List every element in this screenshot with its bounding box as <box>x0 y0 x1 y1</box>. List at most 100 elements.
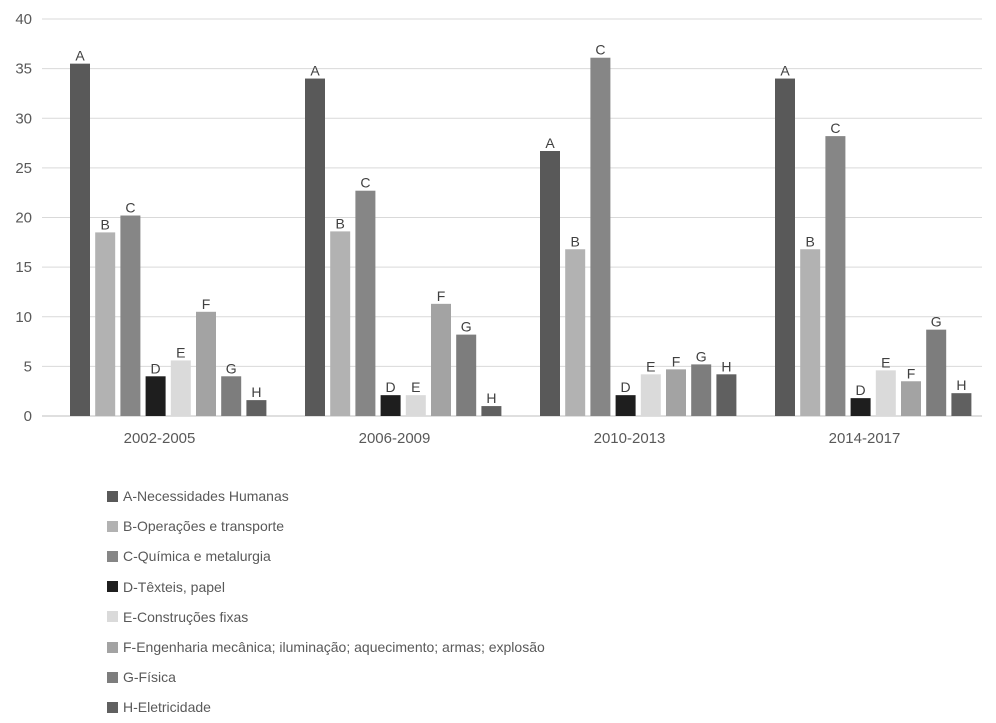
legend-item: E-Construções fixas <box>107 602 545 632</box>
bar-b <box>565 249 586 416</box>
y-tick-label: 5 <box>24 358 32 375</box>
legend-label: A-Necessidades Humanas <box>123 488 289 505</box>
bar-h <box>481 406 502 416</box>
legend-label: B-Operações e transporte <box>123 518 285 535</box>
legend-swatch <box>107 641 118 653</box>
legend-label: C-Química e metalurgia <box>123 548 271 565</box>
legend-item: C-Química e metalurgia <box>107 541 545 571</box>
legend-item: G-Física <box>107 662 545 692</box>
bar-g <box>926 329 947 416</box>
bar-e <box>405 395 426 416</box>
bar-a <box>540 151 560 416</box>
y-tick-label: 35 <box>15 61 32 78</box>
bar-label: G <box>931 314 942 330</box>
bar-label: H <box>251 384 261 400</box>
bars <box>70 57 972 417</box>
bar-label: D <box>856 382 866 398</box>
bar-c <box>355 190 376 416</box>
bar-label: H <box>486 390 496 406</box>
bar-label: G <box>226 360 237 376</box>
bar-label: F <box>672 353 681 369</box>
bar-label: D <box>151 360 161 376</box>
bar-label: C <box>830 120 840 136</box>
y-tick-label: 20 <box>15 210 32 227</box>
legend-item: A-Necessidades Humanas <box>107 481 545 511</box>
bar-f <box>666 369 686 416</box>
legend-item: D-Têxteis, papel <box>107 572 545 602</box>
legend-label: H-Eletricidade <box>123 699 211 716</box>
x-category-label: 2014-2017 <box>829 430 901 447</box>
bar-d <box>145 376 166 416</box>
x-category-label: 2006-2009 <box>359 430 431 447</box>
legend-swatch <box>107 490 118 502</box>
x-category-label: 2002-2005 <box>124 430 196 447</box>
y-tick-label: 25 <box>15 160 32 177</box>
bar-c <box>120 215 141 416</box>
bar-g <box>691 364 712 416</box>
bar-label: G <box>696 348 707 364</box>
x-axis-labels: 2002-2005 2006-2009 2010-2013 2014-2017 <box>124 430 901 447</box>
y-tick-label: 15 <box>15 259 32 276</box>
bar-a <box>305 78 325 417</box>
bar-label: A <box>545 135 555 151</box>
legend-swatch <box>107 611 118 623</box>
legend-swatch <box>107 550 118 562</box>
bar-f <box>431 303 451 416</box>
bar-h <box>246 400 267 416</box>
bar-label: E <box>411 379 420 395</box>
bar-f <box>196 311 216 416</box>
bar-label: B <box>806 233 815 249</box>
bar-label: C <box>360 175 370 191</box>
legend-swatch <box>107 581 118 593</box>
bar-e <box>170 360 191 416</box>
bar-label: D <box>621 379 631 395</box>
bar-label: E <box>176 344 185 360</box>
bar-f <box>901 381 921 416</box>
legend-label: D-Têxteis, papel <box>123 578 225 595</box>
bar-d <box>850 398 871 416</box>
bar-b <box>95 232 116 416</box>
legend-item: B-Operações e transporte <box>107 511 545 541</box>
bar-label: E <box>881 354 890 370</box>
bar-label: G <box>461 319 472 335</box>
bar-label: F <box>907 365 916 381</box>
bar-label: A <box>310 63 320 79</box>
y-tick-label: 40 <box>15 11 32 28</box>
legend-swatch <box>107 671 118 683</box>
bar-label: B <box>571 233 580 249</box>
legend-label: E-Construções fixas <box>123 608 249 625</box>
bar-label: A <box>780 63 790 79</box>
bar-g <box>221 376 242 416</box>
bar-d <box>380 395 401 416</box>
y-axis-ticks: 0 5 10 15 20 25 30 35 40 <box>15 11 32 425</box>
legend-item: F-Engenharia mecânica; iluminação; aquec… <box>107 632 545 662</box>
bar-label: H <box>956 377 966 393</box>
bar-c <box>825 136 846 417</box>
bar-h <box>716 374 737 416</box>
y-tick-label: 10 <box>15 309 32 326</box>
x-category-label: 2010-2013 <box>594 430 666 447</box>
bar-c <box>590 57 611 417</box>
bar-e <box>640 374 661 416</box>
bar-label: B <box>101 216 110 232</box>
bar-label: A <box>75 48 85 64</box>
bar-label: C <box>125 200 135 216</box>
bar-d <box>615 395 636 416</box>
y-tick-label: 30 <box>15 110 32 127</box>
bar-b <box>800 249 821 416</box>
legend-swatch <box>107 701 118 713</box>
bar-h <box>951 393 972 416</box>
bar-label: F <box>202 296 211 312</box>
bar-label: D <box>386 379 396 395</box>
legend-label: G-Física <box>123 669 176 686</box>
bar-label: H <box>721 358 731 374</box>
bar-label: C <box>595 42 605 58</box>
legend: A-Necessidades Humanas B-Operações e tran… <box>107 481 545 723</box>
legend-swatch <box>107 520 118 532</box>
bar-g <box>456 334 477 416</box>
bar-label: F <box>437 288 446 304</box>
legend-label: F-Engenharia mecânica; iluminação; aquec… <box>123 639 545 656</box>
bar-a <box>775 78 795 417</box>
